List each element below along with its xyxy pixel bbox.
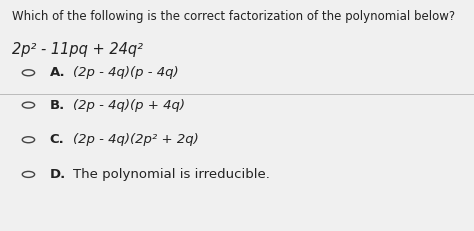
Text: The polynomial is irreducible.: The polynomial is irreducible. <box>73 168 270 181</box>
Text: C.: C. <box>50 133 64 146</box>
Text: (2p - 4q)(2p² + 2q): (2p - 4q)(2p² + 2q) <box>73 133 199 146</box>
Text: D.: D. <box>50 168 66 181</box>
Text: (2p - 4q)(p - 4q): (2p - 4q)(p - 4q) <box>73 66 179 79</box>
Text: B.: B. <box>50 99 65 112</box>
Text: (2p - 4q)(p + 4q): (2p - 4q)(p + 4q) <box>73 99 185 112</box>
Text: A.: A. <box>50 66 65 79</box>
Text: 2p² - 11pq + 24q²: 2p² - 11pq + 24q² <box>12 42 143 57</box>
Text: Which of the following is the correct factorization of the polynomial below?: Which of the following is the correct fa… <box>12 10 455 23</box>
